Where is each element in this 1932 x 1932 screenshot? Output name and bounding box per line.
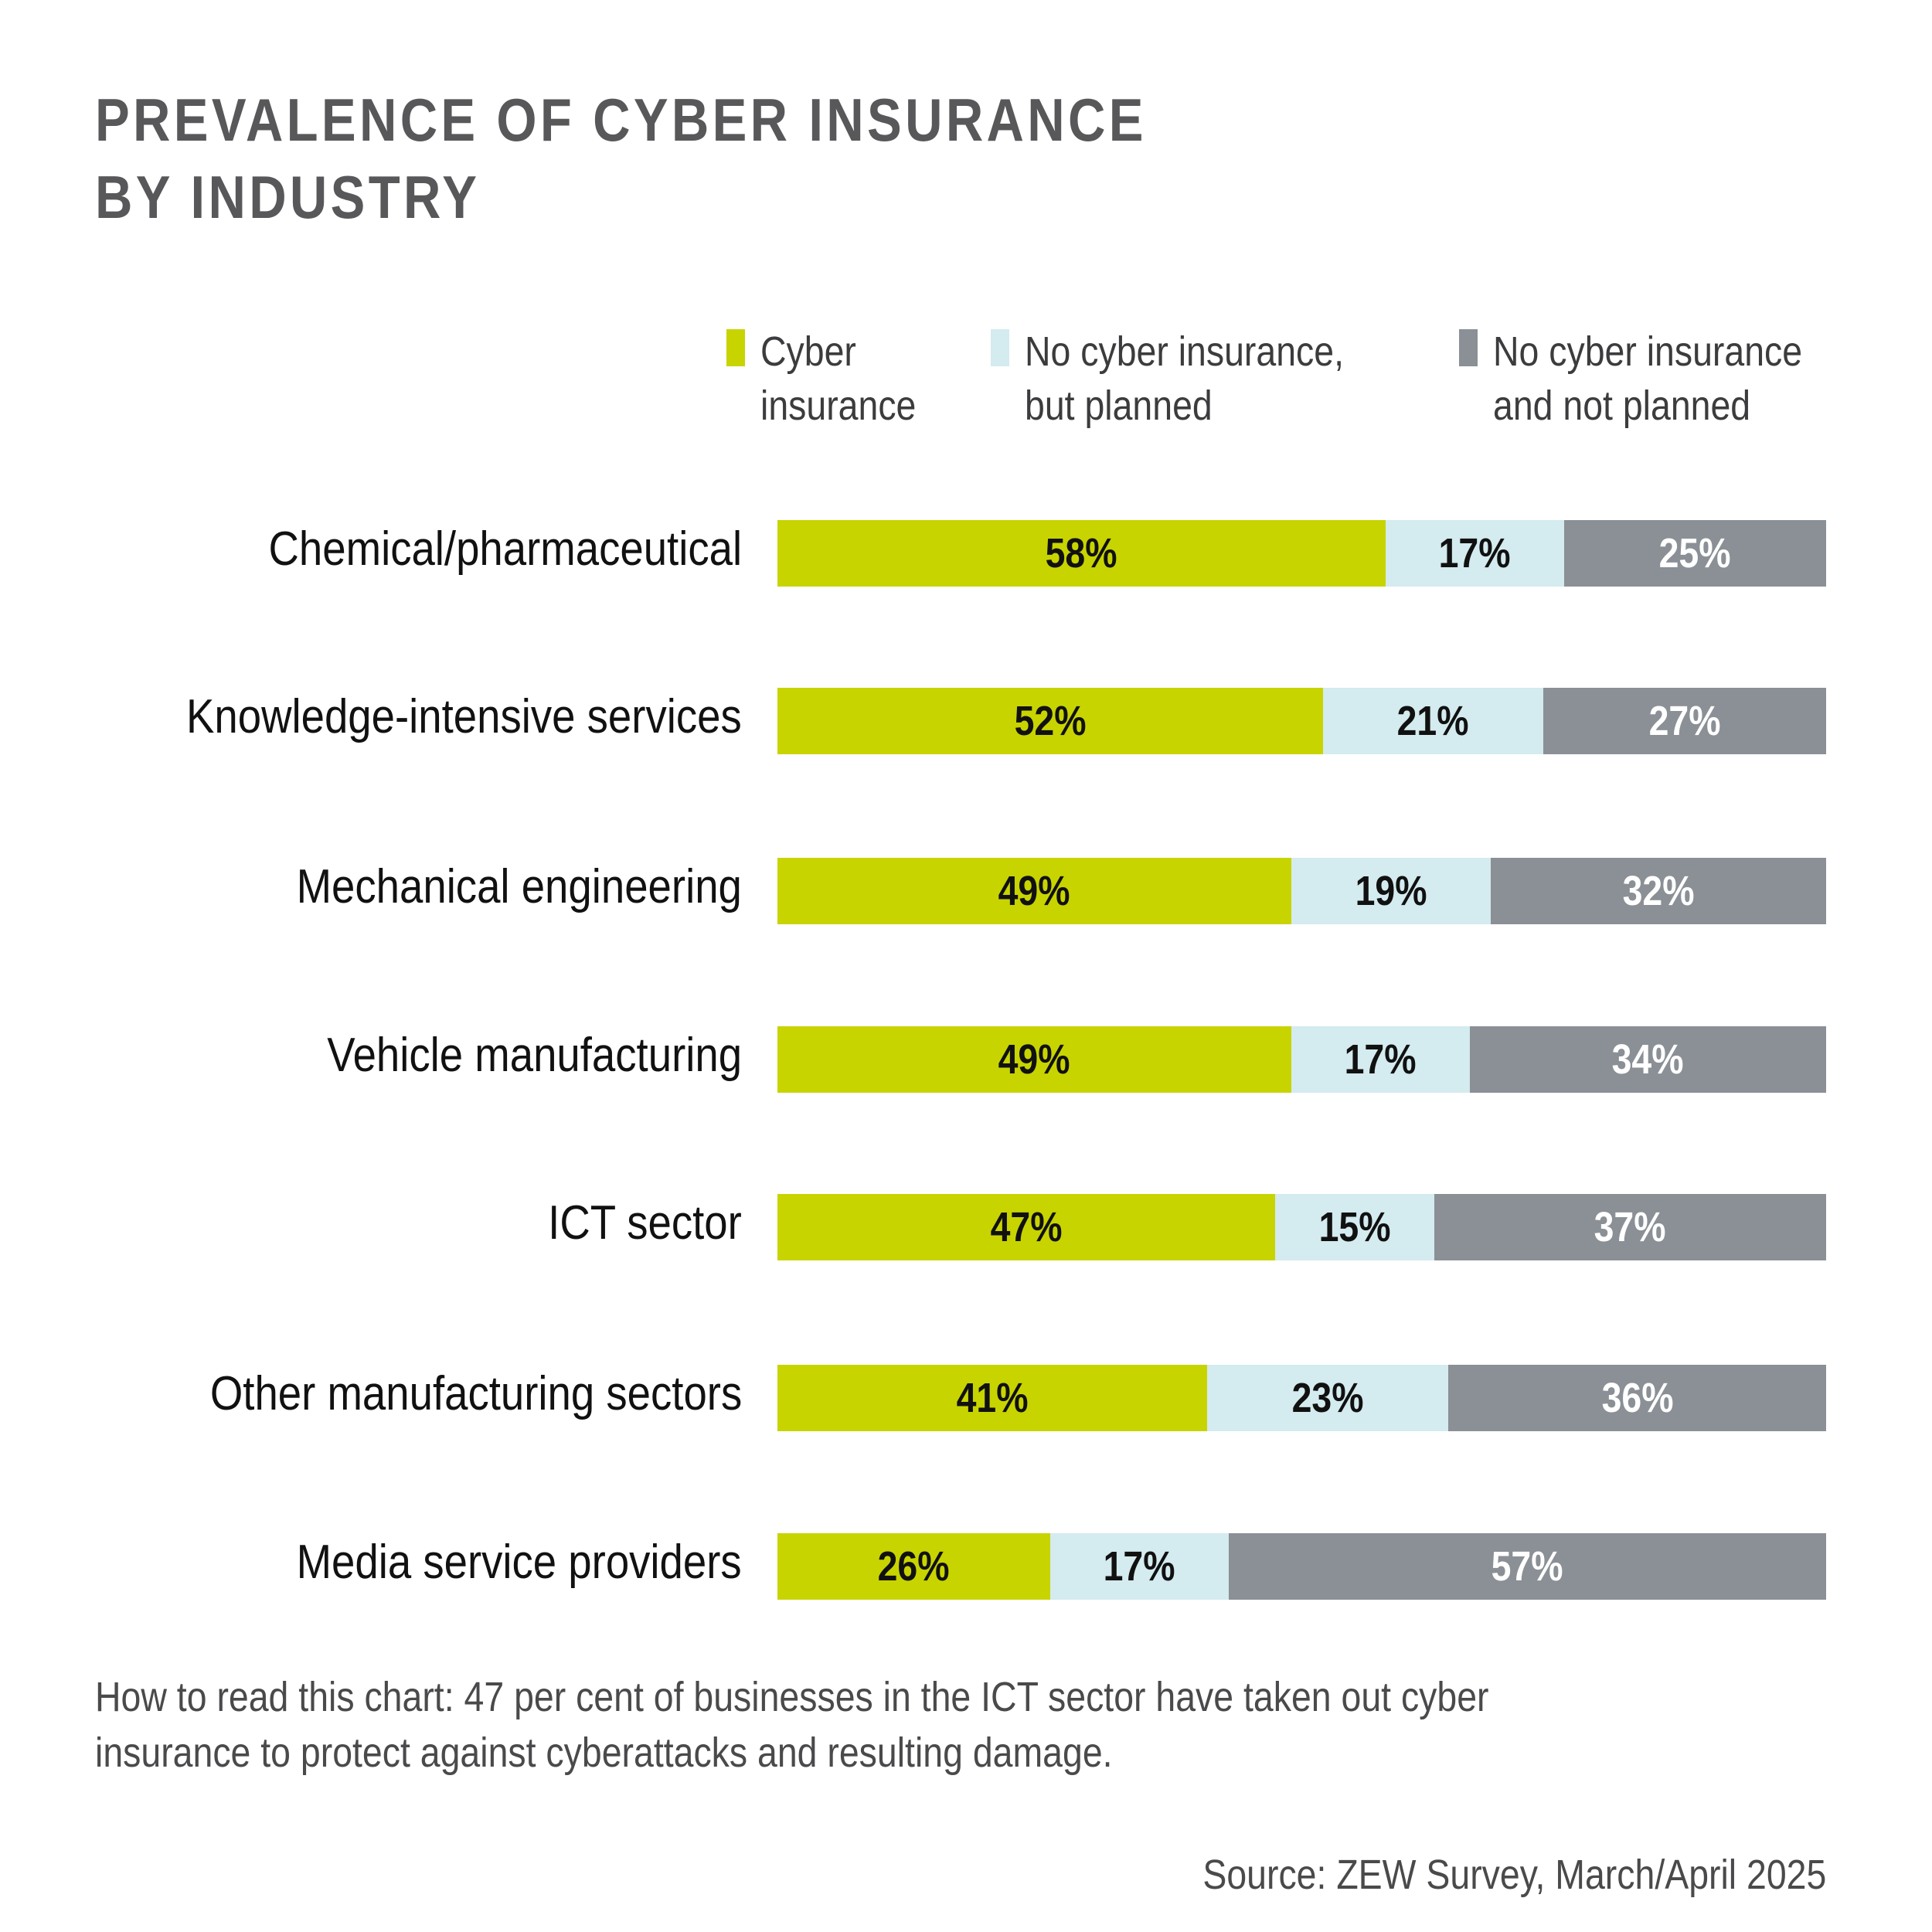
- category-label: Other manufacturing sectors: [209, 1367, 742, 1420]
- data-label: 21%: [1396, 698, 1469, 744]
- reading-note: How to read this chart: 47 per cent of b…: [95, 1674, 1489, 1776]
- bar-row: 58% 17% 25%: [777, 520, 1826, 587]
- bar-segment: 27%: [1543, 688, 1826, 754]
- bar-segment: 41%: [777, 1365, 1208, 1431]
- bar-row: 41% 23% 36%: [777, 1365, 1826, 1431]
- chart-title-line-1: PREVALENCE OF CYBER INSURANCE: [95, 86, 1147, 154]
- data-label: 15%: [1318, 1204, 1391, 1250]
- bar-row: 49% 17% 34%: [777, 1026, 1826, 1093]
- bar-segment: 36%: [1448, 1365, 1826, 1431]
- data-label: 17%: [1103, 1543, 1175, 1590]
- data-label: 17%: [1438, 530, 1511, 577]
- source-note: Source: ZEW Survey, March/April 2025: [1202, 1852, 1826, 1898]
- data-label: 32%: [1622, 868, 1695, 914]
- data-label: 47%: [990, 1204, 1063, 1250]
- category-label: Mechanical engineering: [296, 860, 742, 913]
- data-label: 25%: [1658, 530, 1731, 577]
- bar-segment: 15%: [1275, 1194, 1434, 1260]
- bar-segment: 23%: [1207, 1365, 1449, 1431]
- data-label: 58%: [1046, 530, 1117, 577]
- bar-segment: 17%: [1291, 1026, 1470, 1093]
- data-label: 37%: [1594, 1204, 1666, 1250]
- bar-segment: 52%: [777, 688, 1323, 754]
- legend-label: Cyber insurance: [760, 328, 917, 429]
- legend-label: No cyber insurance, but planned: [1025, 328, 1345, 429]
- data-label: 34%: [1611, 1036, 1684, 1083]
- category-label: ICT sector: [548, 1196, 742, 1250]
- bar-segment: 21%: [1322, 688, 1543, 754]
- legend-swatch: [1459, 329, 1478, 366]
- legend-item-cyber-insurance: Cyber insurance: [726, 325, 941, 433]
- bar-segment: 19%: [1291, 858, 1491, 924]
- bar-row: 47% 15% 37%: [777, 1194, 1826, 1260]
- bar-row: 26% 17% 57%: [777, 1533, 1826, 1600]
- bar-segment: 17%: [1049, 1533, 1229, 1600]
- data-label: 57%: [1491, 1543, 1563, 1590]
- bar-segment: 34%: [1469, 1026, 1826, 1093]
- bar-segment: 26%: [777, 1533, 1050, 1600]
- bar-row: 52% 21% 27%: [777, 688, 1826, 754]
- chart-title: PREVALENCE OF CYBER INSURANCE BY INDUSTR…: [95, 81, 1147, 236]
- data-label: 52%: [1014, 698, 1087, 744]
- category-label: Chemical/pharmaceutical: [268, 522, 742, 576]
- bar-segment: 17%: [1386, 520, 1564, 587]
- bar-segment: 57%: [1228, 1533, 1826, 1600]
- data-label: 17%: [1344, 1036, 1417, 1083]
- bar-segment: 47%: [777, 1194, 1276, 1260]
- data-label: 41%: [956, 1375, 1029, 1421]
- category-label: Vehicle manufacturing: [327, 1029, 742, 1082]
- legend-item-planned: No cyber insurance, but planned: [991, 325, 1396, 433]
- bar-segment: 32%: [1490, 858, 1826, 924]
- data-label: 27%: [1648, 698, 1721, 744]
- data-label: 26%: [877, 1543, 950, 1590]
- legend-swatch: [726, 329, 745, 366]
- data-label: 19%: [1355, 868, 1427, 914]
- legend-swatch: [991, 329, 1009, 366]
- chart-title-line-2: BY INDUSTRY: [95, 163, 481, 231]
- bar-row: 49% 19% 32%: [777, 858, 1826, 924]
- bar-segment: 25%: [1563, 520, 1826, 587]
- bar-segment: 37%: [1434, 1194, 1826, 1260]
- category-label: Media service providers: [296, 1536, 742, 1589]
- category-label: Knowledge-intensive services: [186, 690, 742, 743]
- data-label: 36%: [1601, 1375, 1674, 1421]
- legend-label: No cyber insurance and not planned: [1493, 328, 1803, 429]
- bar-segment: 49%: [777, 1026, 1291, 1093]
- data-label: 49%: [998, 1036, 1070, 1083]
- bar-segment: 49%: [777, 858, 1291, 924]
- data-label: 23%: [1291, 1375, 1364, 1421]
- data-label: 49%: [998, 868, 1070, 914]
- legend-item-not-planned: No cyber insurance and not planned: [1459, 325, 1852, 433]
- bar-segment: 58%: [777, 520, 1386, 587]
